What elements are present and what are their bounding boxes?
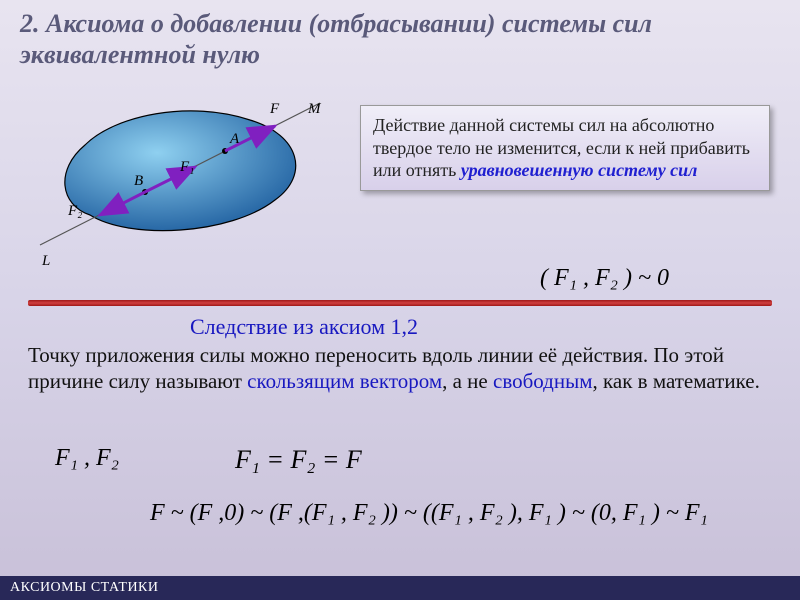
formula-equality: F₁ = F₂ = F: [235, 445, 362, 475]
footer-bar: АКСИОМЫ СТАТИКИ: [0, 576, 800, 600]
axiom-emphasis: уравновешенную систему сил: [461, 160, 698, 180]
slide-title: 2. Аксиома о добавлении (отбрасывании) с…: [0, 0, 800, 74]
formula-f1f2: F₁ , F₂: [55, 445, 119, 472]
label-a: A: [230, 131, 239, 148]
label-f: F: [270, 101, 279, 118]
corollary-mid: , а не: [442, 369, 493, 393]
label-l: L: [42, 253, 50, 270]
label-b: B: [134, 173, 143, 190]
force-diagram: F M A F₁ B F₂ L: [30, 85, 350, 275]
label-f2: F₂: [68, 203, 82, 220]
divider-bar: [28, 300, 772, 306]
label-f1: F₁: [180, 159, 194, 176]
term-sliding-vector: скользящим вектором: [247, 369, 442, 393]
formula-chain: F ~ (F ,0) ~ (F ,(F₁ , F₂ )) ~ ((F₁ , F₂…: [150, 500, 708, 527]
corollary-suffix: , как в математике.: [593, 369, 760, 393]
corollary-body: Точку приложения силы можно переносить в…: [28, 342, 772, 395]
label-m: M: [308, 101, 321, 118]
axiom-statement-box: Действие данной системы сил на абсолютно…: [360, 105, 770, 191]
corollary-title: Следствие из аксиом 1,2: [190, 314, 418, 340]
term-free-vector: свободным: [493, 369, 593, 393]
formula-equivalence: ( F₁ , F₂ ) ~ 0: [540, 265, 669, 292]
